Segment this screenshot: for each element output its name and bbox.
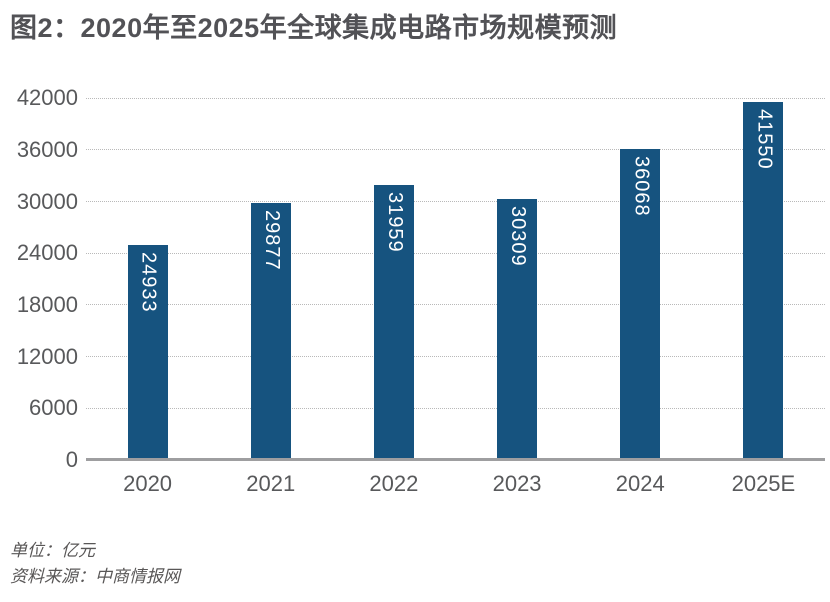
bar-value-label: 36068 <box>630 156 653 217</box>
y-gridline <box>86 201 825 203</box>
bar <box>743 102 784 460</box>
bar-value-label: 41550 <box>753 109 776 170</box>
x-axis-line <box>86 458 825 461</box>
y-gridline <box>86 407 825 409</box>
x-axis-label: 2023 <box>492 471 542 496</box>
x-axis-label: 2025E <box>731 471 796 496</box>
chart-title: 图2：2020年至2025年全球集成电路市场规模预测 <box>10 13 618 43</box>
unit-note: 单位：亿元 <box>10 541 95 560</box>
bar <box>250 202 291 460</box>
y-gridline <box>86 149 825 151</box>
y-gridline <box>86 252 825 254</box>
y-gridline <box>86 304 825 306</box>
bar <box>620 149 661 460</box>
bar-value-label: 31959 <box>383 191 406 253</box>
y-axis-label: 42000 <box>16 85 78 111</box>
bar-value-label: 24933 <box>137 252 160 313</box>
bar <box>127 245 168 460</box>
x-axis-label: 2020 <box>123 471 173 496</box>
y-axis-label: 12000 <box>16 343 78 369</box>
chart-footer: 单位：亿元 资料来源：中商情报网 <box>10 538 180 590</box>
bar <box>373 184 414 460</box>
x-axis-label: 2022 <box>369 471 419 496</box>
bar-value-label: 30309 <box>507 205 530 267</box>
y-axis-label: 24000 <box>16 240 78 266</box>
y-axis-label: 0 <box>65 447 78 472</box>
x-axis-label: 2021 <box>246 471 296 496</box>
y-axis-label: 36000 <box>16 136 78 162</box>
y-axis-label: 30000 <box>16 188 78 214</box>
y-axis-label: 18000 <box>16 291 78 317</box>
y-gridline <box>86 97 825 99</box>
y-axis-label: 6000 <box>29 395 78 421</box>
bar-value-label: 29877 <box>260 209 283 271</box>
bar <box>497 198 538 460</box>
source-note: 资料来源：中商情报网 <box>10 567 180 586</box>
y-gridline <box>86 356 825 358</box>
x-axis-label: 2024 <box>615 471 665 496</box>
